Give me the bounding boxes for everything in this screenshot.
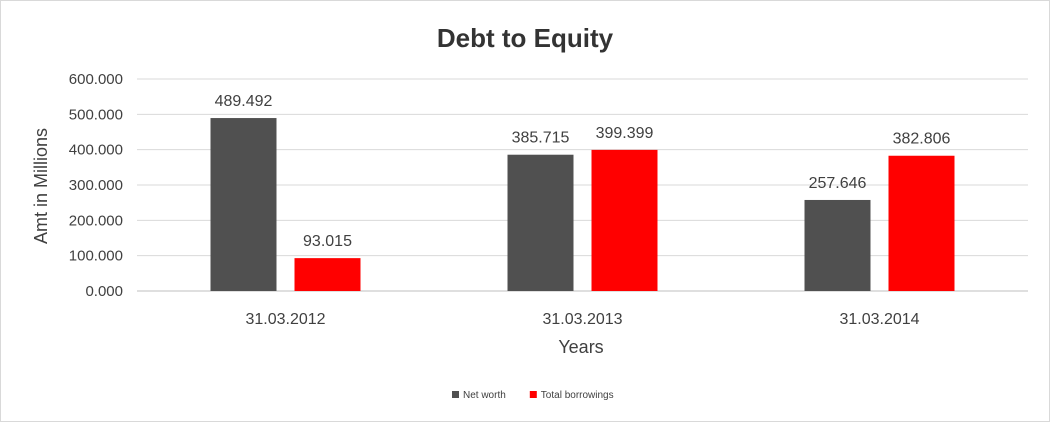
gridlines — [137, 78, 1028, 292]
y-tick-label: 100.000 — [69, 248, 123, 265]
legend-label: Total borrowings — [541, 390, 614, 401]
bar — [591, 149, 658, 291]
bar — [888, 155, 955, 291]
y-tick-label: 400.000 — [69, 142, 123, 159]
x-tick-label: 31.03.2013 — [542, 311, 622, 328]
x-tick-label: 31.03.2014 — [839, 311, 919, 328]
y-tick-label: 600.000 — [69, 71, 123, 88]
y-tick-label: 300.000 — [69, 177, 123, 194]
bars — [210, 118, 955, 291]
legend-swatch — [529, 391, 537, 398]
x-axis-categories: 31.03.2012 31.03.2013 31.03.2014 — [245, 311, 919, 328]
legend-item: Total borrowings — [529, 390, 614, 401]
data-label: 399.399 — [596, 125, 654, 142]
bar — [804, 199, 871, 291]
legend: Net worth Total borrowings — [452, 390, 614, 401]
bar — [294, 258, 361, 291]
bar — [507, 154, 574, 291]
x-tick-label: 31.03.2012 — [245, 311, 325, 328]
y-tick-label: 200.000 — [69, 212, 123, 229]
bar — [210, 118, 277, 291]
y-axis-title: Amt in Millions — [31, 128, 51, 244]
legend-label: Net worth — [463, 390, 506, 401]
data-label: 382.806 — [893, 131, 951, 148]
data-label: 385.715 — [512, 130, 570, 147]
y-axis-ticks: 0.000 100.000 200.000 300.000 400.000 500.000… — [69, 71, 123, 300]
y-tick-label: 500.000 — [69, 106, 123, 123]
data-labels: 489.492 93.015 385.715 399.399 257.646 382.80… — [215, 93, 951, 250]
x-axis-title: Years — [558, 337, 603, 357]
legend-item: Net worth — [452, 390, 506, 401]
y-tick-label: 0.000 — [85, 283, 123, 300]
data-label: 93.015 — [303, 233, 352, 250]
legend-swatch — [452, 391, 459, 398]
data-label: 257.646 — [809, 175, 867, 192]
chart-title: Debt to Equity — [437, 23, 614, 53]
data-label: 489.492 — [215, 93, 273, 110]
